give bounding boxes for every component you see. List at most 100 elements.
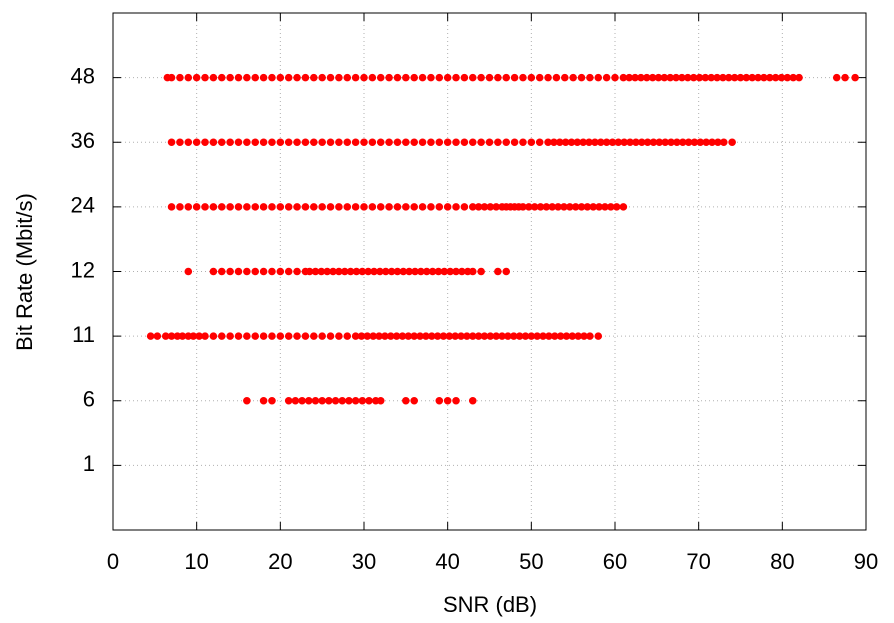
y-tick-label: 6 (83, 387, 95, 412)
point (343, 332, 352, 340)
point (561, 73, 569, 82)
x-tick-label: 10 (184, 549, 208, 574)
point (376, 267, 384, 276)
point (527, 332, 536, 340)
point (276, 332, 285, 340)
point (625, 73, 634, 82)
point (293, 332, 301, 340)
x-axis-title: SNR (dB) (443, 592, 537, 617)
x-tick-label: 30 (352, 549, 376, 574)
point (595, 203, 603, 211)
point (527, 138, 536, 147)
point (360, 138, 368, 147)
point (318, 332, 326, 340)
point (594, 73, 603, 82)
point (494, 138, 502, 147)
point (352, 267, 361, 276)
point (673, 138, 681, 147)
point (410, 332, 419, 340)
point (343, 203, 352, 211)
point (544, 138, 552, 147)
point (335, 138, 343, 147)
point (326, 203, 335, 211)
point (502, 73, 511, 82)
point (276, 203, 285, 211)
point (736, 73, 745, 82)
point (184, 73, 193, 82)
point (393, 138, 402, 147)
point (434, 267, 443, 276)
point (619, 203, 628, 211)
point (678, 138, 687, 147)
point (195, 332, 203, 340)
point (637, 73, 645, 82)
point (577, 73, 586, 82)
point (519, 203, 527, 211)
point (310, 138, 318, 147)
point (596, 138, 605, 147)
point (376, 203, 385, 211)
point (167, 332, 176, 340)
point (504, 332, 512, 340)
point (393, 73, 402, 82)
point (608, 138, 617, 147)
point (393, 203, 402, 211)
point (654, 73, 663, 82)
point (533, 332, 541, 340)
point (146, 332, 155, 340)
point (402, 138, 410, 147)
point (192, 73, 201, 82)
point (318, 138, 326, 147)
point (402, 73, 410, 82)
point (358, 267, 367, 276)
point (832, 73, 841, 82)
point (777, 73, 786, 82)
point (631, 73, 639, 82)
point (226, 267, 234, 276)
point (452, 138, 460, 147)
point (326, 332, 335, 340)
point (435, 73, 444, 82)
point (550, 138, 558, 147)
point (577, 203, 586, 211)
point (345, 396, 353, 405)
point (594, 332, 603, 340)
point (728, 138, 736, 147)
point (485, 138, 494, 147)
point (562, 332, 571, 340)
point (765, 73, 774, 82)
point (545, 332, 553, 340)
x-tick-label: 80 (770, 549, 794, 574)
point (719, 73, 727, 82)
point (184, 267, 193, 276)
point (405, 267, 413, 276)
point (376, 73, 385, 82)
point (510, 138, 519, 147)
point (519, 138, 527, 147)
point (452, 267, 460, 276)
point (460, 73, 469, 82)
point (452, 203, 460, 211)
point (268, 73, 276, 82)
point (184, 203, 193, 211)
point (515, 332, 524, 340)
point (550, 332, 559, 340)
point (427, 203, 435, 211)
point (178, 332, 187, 340)
point (655, 138, 664, 147)
point (573, 138, 582, 147)
point (335, 73, 343, 82)
point (760, 73, 768, 82)
point (318, 73, 326, 82)
point (340, 267, 349, 276)
point (509, 332, 518, 340)
point (589, 203, 598, 211)
x-tick-label: 50 (519, 549, 543, 574)
point (458, 267, 466, 276)
point (468, 138, 477, 147)
point (521, 332, 530, 340)
point (259, 138, 268, 147)
point (695, 73, 704, 82)
point (326, 73, 335, 82)
